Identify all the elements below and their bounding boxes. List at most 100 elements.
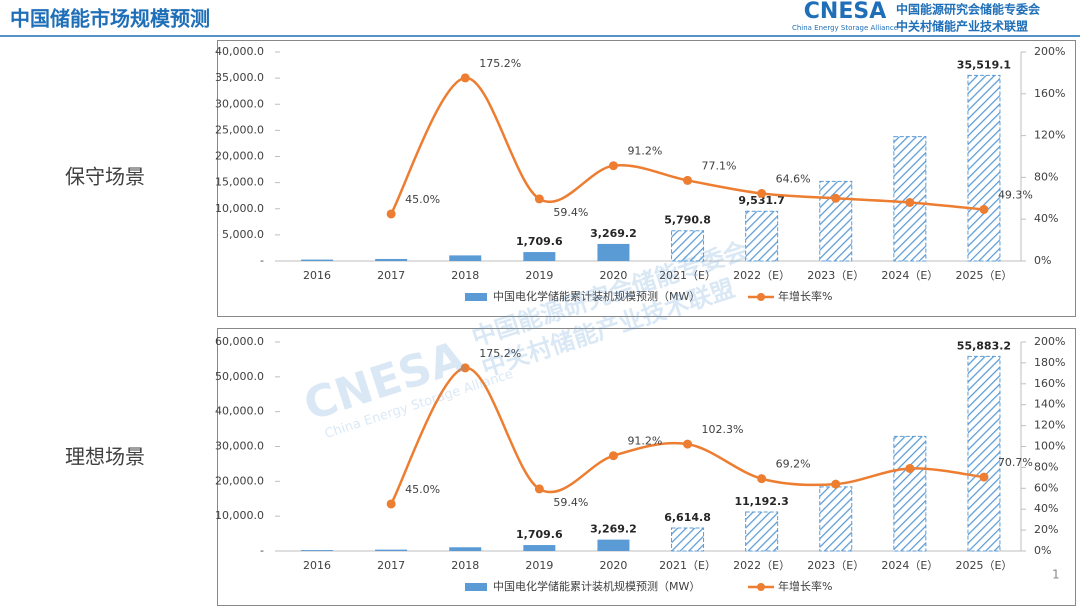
line-value-label: 49.3% bbox=[998, 188, 1033, 201]
line-value-label: 102.3% bbox=[702, 423, 744, 436]
line-marker bbox=[683, 175, 693, 185]
x-tick-label: 2025（E） bbox=[955, 269, 1012, 282]
legend-label: 年增长率% bbox=[778, 579, 832, 593]
line-value-label: 45.0% bbox=[405, 193, 440, 206]
x-tick-label: 2023（E） bbox=[807, 269, 864, 282]
bar bbox=[819, 180, 853, 262]
x-tick-label: 2023（E） bbox=[807, 559, 864, 572]
y-tick-label: 10,000.0 bbox=[215, 509, 264, 522]
x-tick-label: 2018 bbox=[451, 559, 479, 572]
bar bbox=[893, 435, 927, 552]
scenario-label: 理想场景 bbox=[65, 445, 145, 469]
line-marker bbox=[905, 197, 915, 207]
y-tick-label: 20,000.0 bbox=[215, 150, 264, 163]
bar bbox=[375, 549, 408, 551]
x-tick-label: 2018 bbox=[451, 269, 479, 282]
y2-tick-label: 160% bbox=[1034, 87, 1065, 100]
y2-tick-label: 60% bbox=[1034, 481, 1058, 494]
line-marker bbox=[386, 499, 396, 509]
bar-value-label: 3,269.2 bbox=[590, 227, 637, 240]
legend-label: 中国电化学储能累计装机规模预测（MW） bbox=[493, 579, 700, 593]
line-marker bbox=[460, 73, 470, 83]
logo-sub: China Energy Storage Alliance bbox=[792, 24, 898, 32]
y2-tick-label: 120% bbox=[1034, 129, 1065, 142]
page-title: 中国储能市场规模预测 bbox=[10, 7, 210, 31]
line-value-label: 59.4% bbox=[553, 496, 588, 509]
x-tick-label: 2021（E） bbox=[659, 269, 716, 282]
line-value-label: 45.0% bbox=[405, 483, 440, 496]
x-tick-label: 2022（E） bbox=[733, 559, 790, 572]
bar bbox=[449, 547, 482, 551]
bar-value-label: 3,269.2 bbox=[590, 523, 637, 536]
legend-swatch bbox=[757, 583, 765, 591]
org-line: 中关村储能产业技术联盟 bbox=[896, 19, 1028, 34]
x-tick-label: 2019 bbox=[525, 269, 553, 282]
y2-tick-label: 40% bbox=[1034, 212, 1058, 225]
logo: CNESA bbox=[804, 0, 886, 24]
x-tick-label: 2016 bbox=[303, 269, 331, 282]
bar bbox=[523, 545, 556, 551]
bar bbox=[597, 539, 630, 551]
x-tick-label: 2017 bbox=[377, 559, 405, 572]
bar-value-label: 35,519.1 bbox=[957, 58, 1011, 71]
line-marker bbox=[534, 484, 544, 494]
x-tick-label: 2017 bbox=[377, 269, 405, 282]
line-value-label: 64.6% bbox=[776, 172, 811, 185]
y2-tick-label: 40% bbox=[1034, 502, 1058, 515]
bar bbox=[523, 252, 556, 261]
y2-tick-label: 160% bbox=[1034, 377, 1065, 390]
legend-swatch bbox=[465, 583, 487, 591]
y-tick-label: 30,000.0 bbox=[215, 97, 264, 110]
line-marker bbox=[831, 479, 841, 489]
line-marker bbox=[831, 193, 841, 203]
y-tick-label: 40,000.0 bbox=[215, 405, 264, 418]
y-tick-label: - bbox=[260, 254, 264, 267]
bar-value-label: 1,709.6 bbox=[516, 235, 563, 248]
y2-tick-label: 80% bbox=[1034, 460, 1058, 473]
y-tick-label: 30,000.0 bbox=[215, 440, 264, 453]
bar-value-label: 5,790.8 bbox=[664, 214, 711, 227]
y-tick-label: - bbox=[260, 544, 264, 557]
x-tick-label: 2022（E） bbox=[733, 269, 790, 282]
bar bbox=[449, 255, 482, 261]
bar-value-label: 11,192.3 bbox=[735, 495, 789, 508]
bar bbox=[745, 210, 779, 262]
chart-frame bbox=[217, 40, 1076, 317]
bar bbox=[301, 259, 334, 261]
page-number: 1 bbox=[1052, 568, 1060, 582]
line-marker bbox=[683, 439, 693, 449]
legend-label: 年增长率% bbox=[778, 289, 832, 303]
y2-tick-label: 120% bbox=[1034, 419, 1065, 432]
y2-tick-label: 0% bbox=[1034, 254, 1051, 267]
x-tick-label: 2020 bbox=[599, 269, 627, 282]
bar bbox=[301, 550, 334, 551]
bar-value-label: 9,531.7 bbox=[738, 194, 785, 207]
line-marker bbox=[979, 472, 989, 482]
org-line: 中国能源研究会储能专委会 bbox=[896, 2, 1041, 17]
line-value-label: 77.1% bbox=[702, 159, 737, 172]
line-value-label: 91.2% bbox=[627, 435, 662, 448]
y2-tick-label: 0% bbox=[1034, 544, 1051, 557]
y-tick-label: 40,000.0 bbox=[215, 45, 264, 58]
line-marker bbox=[979, 204, 989, 214]
y-tick-label: 50,000.0 bbox=[215, 370, 264, 383]
line-marker bbox=[757, 188, 767, 198]
bar-value-label: 6,614.8 bbox=[664, 511, 711, 524]
x-tick-label: 2020 bbox=[599, 559, 627, 572]
chart-frame bbox=[217, 328, 1076, 606]
x-tick-label: 2021（E） bbox=[659, 559, 716, 572]
y-tick-label: 10,000.0 bbox=[215, 202, 264, 215]
bar-value-label: 1,709.6 bbox=[516, 528, 563, 541]
bar bbox=[671, 527, 705, 552]
x-tick-label: 2025（E） bbox=[955, 559, 1012, 572]
y2-tick-label: 20% bbox=[1034, 523, 1058, 536]
x-tick-label: 2024（E） bbox=[881, 559, 938, 572]
line-marker bbox=[905, 463, 915, 473]
bar bbox=[671, 230, 705, 262]
y2-tick-label: 100% bbox=[1034, 440, 1065, 453]
line-marker bbox=[757, 474, 767, 484]
line-value-label: 175.2% bbox=[479, 347, 521, 360]
bar bbox=[745, 511, 779, 552]
